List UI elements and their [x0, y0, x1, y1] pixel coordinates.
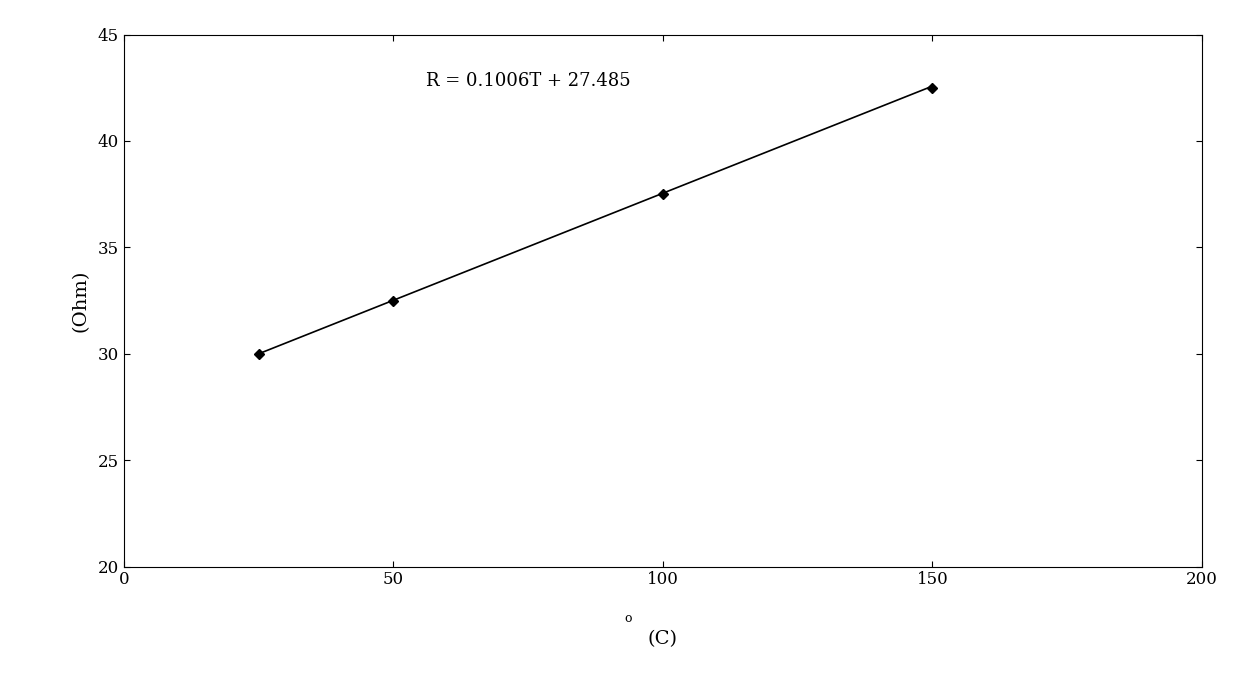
Text: o: o [624, 612, 632, 625]
Text: R = 0.1006T + 27.485: R = 0.1006T + 27.485 [426, 72, 631, 90]
Text: (C): (C) [648, 630, 678, 648]
Y-axis label: (Ohm): (Ohm) [72, 269, 89, 332]
